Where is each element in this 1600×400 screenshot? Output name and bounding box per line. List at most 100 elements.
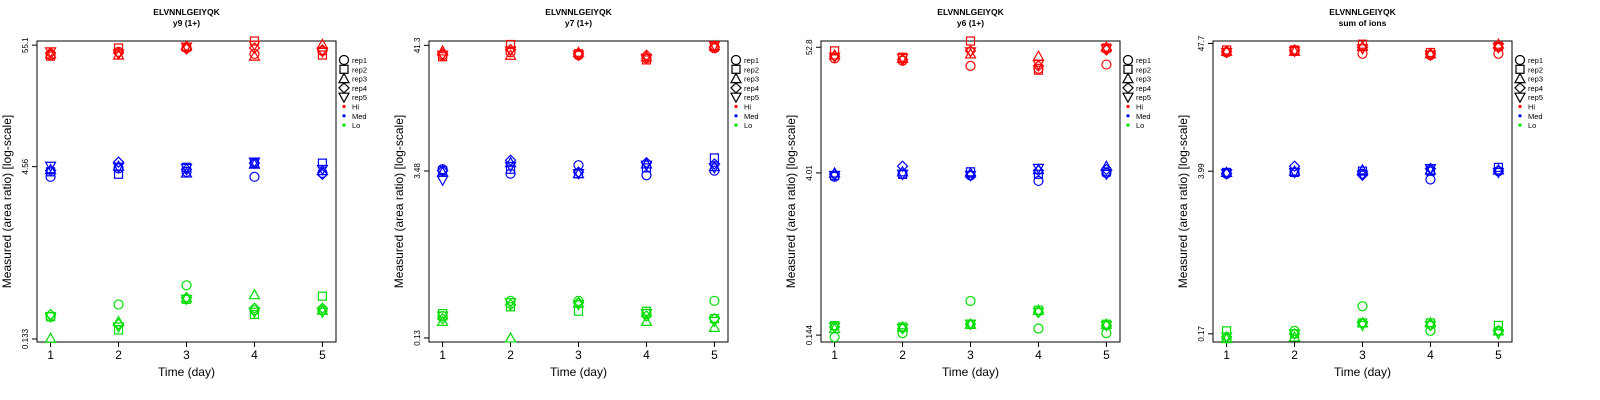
data-point	[1288, 167, 1301, 179]
chart-subtitle: sum of ions	[1339, 18, 1387, 28]
data-point	[1356, 320, 1369, 332]
data-point	[1220, 332, 1233, 344]
data-point	[505, 302, 516, 312]
data-point	[572, 47, 585, 60]
y-axis-label: Measured (area ratio) [log-scale]	[784, 115, 798, 288]
data-point	[1356, 44, 1369, 56]
legend-label-Med: Med	[1528, 112, 1543, 121]
chart-subtitle: y9 (1+)	[173, 18, 200, 28]
legend-symbol-Med	[1126, 114, 1130, 118]
legend-symbol-Med	[1518, 114, 1522, 118]
x-tick-label: 1	[47, 348, 54, 362]
data-point	[572, 296, 585, 308]
data-point	[1033, 169, 1044, 179]
data-point	[504, 298, 517, 311]
data-point	[572, 166, 585, 179]
legend-symbol-rep5	[337, 92, 351, 104]
data-point	[828, 170, 841, 182]
data-point	[1288, 164, 1301, 176]
data-point	[896, 169, 909, 181]
legend-symbol-Med	[734, 114, 738, 118]
data-point	[1493, 162, 1504, 172]
data-point	[316, 47, 329, 59]
x-tick-label: 4	[1035, 348, 1042, 362]
legend-symbol-Hi	[734, 104, 738, 109]
data-point	[1033, 323, 1044, 334]
x-tick-label: 2	[899, 348, 906, 362]
data-point	[44, 164, 57, 177]
data-point	[248, 157, 261, 169]
data-point	[1493, 48, 1504, 59]
data-point	[436, 311, 449, 323]
data-point	[248, 40, 261, 52]
data-point	[1424, 50, 1437, 62]
legend-label-Lo: Lo	[744, 121, 752, 130]
y-tick-label: 55.1	[21, 37, 30, 53]
data-point	[1101, 59, 1112, 70]
x-tick-label: 3	[183, 348, 190, 362]
data-point	[1032, 164, 1045, 177]
data-point	[897, 328, 908, 339]
x-tick-label: 1	[831, 348, 838, 362]
data-point	[317, 291, 328, 301]
legend-label-rep5: rep5	[744, 93, 759, 102]
data-point	[504, 331, 517, 343]
legend-symbol-Hi	[342, 104, 346, 109]
legend-label-Lo: Lo	[1528, 121, 1536, 130]
y-tick-label: 52.8	[805, 39, 814, 55]
legend-symbol-rep5	[1121, 92, 1135, 104]
legend-symbol-rep4	[730, 82, 742, 94]
data-point	[1101, 43, 1112, 53]
data-point	[1492, 42, 1505, 54]
x-tick-label: 5	[1495, 348, 1502, 362]
data-point	[640, 53, 653, 65]
data-point	[1288, 44, 1301, 56]
data-point	[708, 158, 721, 170]
y-axis-label: Measured (area ratio) [log-scale]	[1176, 115, 1190, 288]
x-tick-label: 3	[1359, 348, 1366, 362]
legend-label-rep3: rep3	[744, 75, 759, 84]
data-point	[1357, 301, 1368, 312]
data-point	[248, 42, 261, 54]
data-point	[504, 48, 517, 60]
data-point	[828, 322, 841, 334]
legend-symbol-rep2	[1123, 64, 1133, 74]
data-point	[1220, 169, 1233, 180]
data-point	[316, 302, 329, 315]
chart-title: ELVNNLGEIYQK	[545, 7, 612, 17]
data-point	[1492, 167, 1505, 179]
data-point	[436, 47, 449, 60]
y-axis-label: Measured (area ratio) [log-scale]	[392, 115, 406, 288]
legend-label-rep5: rep5	[1136, 93, 1151, 102]
legend-label-Med: Med	[352, 112, 367, 121]
legend-label-Med: Med	[744, 112, 759, 121]
x-tick-label: 5	[319, 348, 326, 362]
x-axis-label: Time (day)	[158, 365, 215, 379]
data-point	[112, 322, 125, 334]
legend-symbol-rep2	[339, 64, 349, 74]
y-tick-label: 4.56	[21, 158, 30, 174]
x-tick-label: 5	[1103, 348, 1110, 362]
data-point	[1220, 47, 1233, 59]
legend-symbol-rep1	[730, 54, 742, 66]
chart-title: ELVNNLGEIYQK	[1329, 7, 1396, 17]
legend-symbol-rep2	[731, 64, 741, 74]
legend-label-rep4: rep4	[352, 84, 367, 93]
data-point	[248, 288, 261, 300]
data-point	[1288, 329, 1301, 341]
data-point	[113, 43, 124, 53]
data-point	[708, 41, 721, 52]
y-tick-label: 3.48	[413, 163, 422, 179]
y-tick-label: 4.01	[805, 165, 814, 181]
data-point	[436, 312, 449, 325]
y-tick-label: 3.99	[1197, 163, 1206, 179]
data-point	[1220, 44, 1233, 56]
data-point	[44, 47, 57, 59]
legend-symbol-rep3	[1121, 72, 1135, 84]
legend-symbol-Med	[342, 114, 346, 118]
data-point	[505, 39, 516, 50]
